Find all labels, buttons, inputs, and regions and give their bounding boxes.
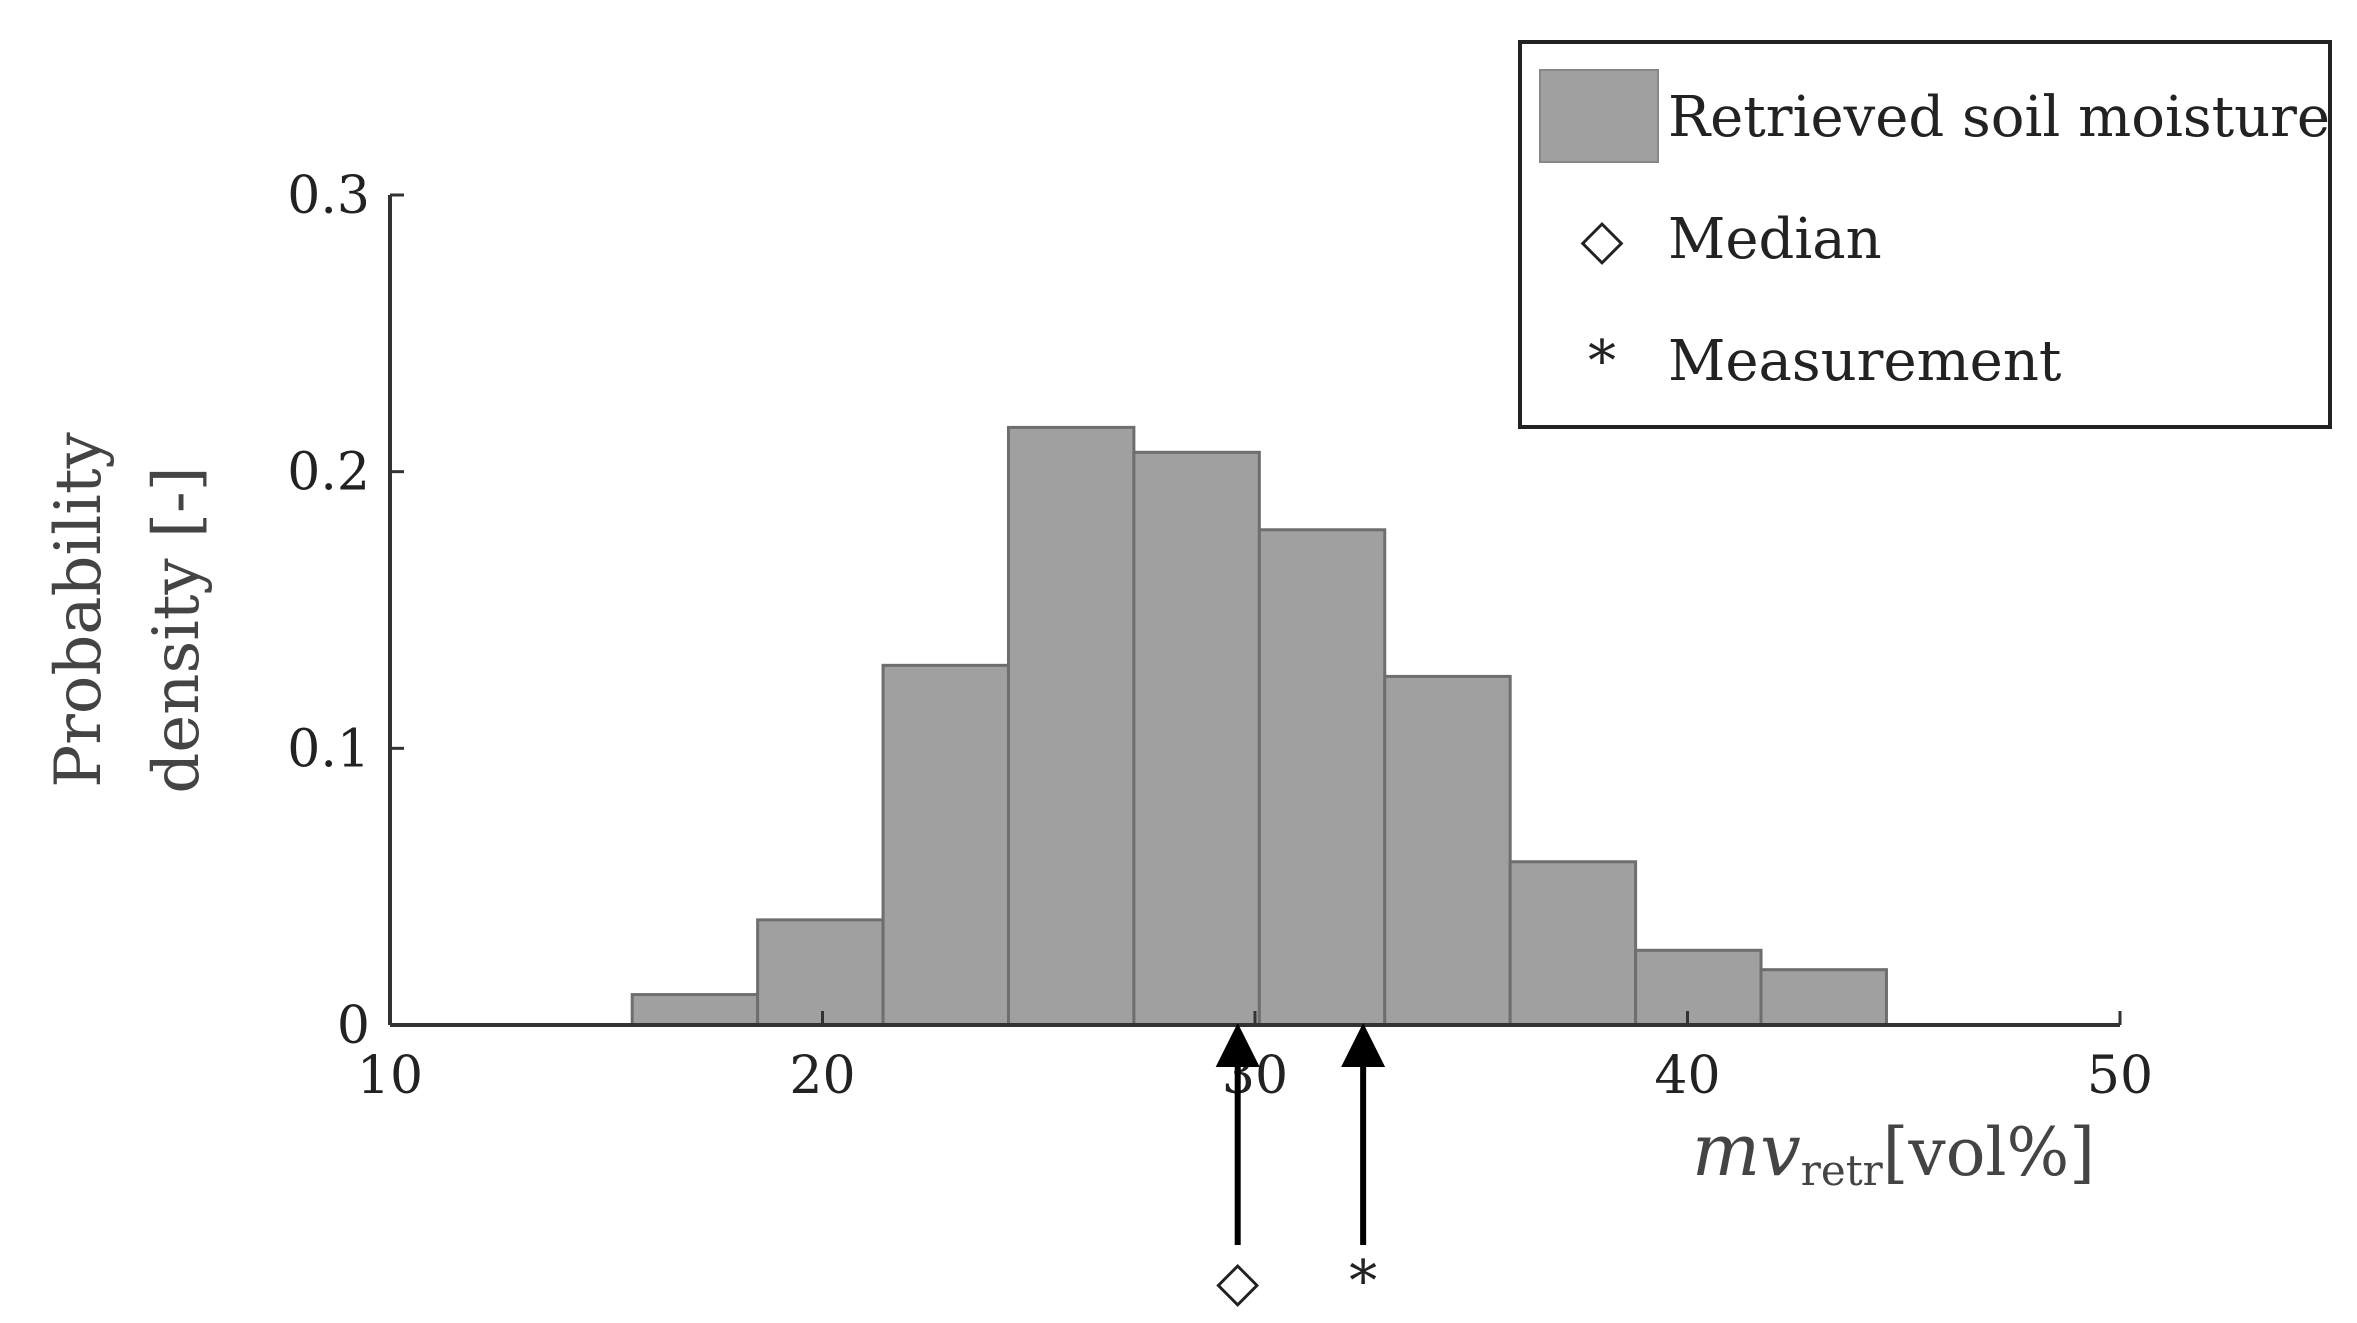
marker-arrows: ◇ *: [1215, 1023, 1386, 1314]
legend: Retrieved soil moisture ◇ Median * Measu…: [1518, 40, 2332, 429]
histogram-bar-6: [1383, 674, 1512, 1027]
histogram-bar-2: [881, 663, 1010, 1027]
y-axis-title-line-2: density [-]: [140, 466, 214, 793]
legend-asterisk-icon: *: [1588, 329, 1616, 394]
histogram-bar-4: [1132, 450, 1261, 1027]
histogram-bar-7: [1508, 860, 1638, 1027]
measurement-symbol-icon: *: [1349, 1249, 1377, 1314]
legend-label-median: Median: [1668, 207, 1882, 272]
x-axis-title-main: mv: [1692, 1108, 1801, 1192]
y-ticks: 0 0.1 0.2 0.3: [287, 166, 404, 1056]
legend-label-retrieved: Retrieved soil moisture: [1668, 85, 2330, 150]
median-arrow-head: [1215, 1023, 1260, 1067]
measurement-arrow-head: [1341, 1023, 1386, 1067]
y-tick-label-0: 0: [337, 996, 370, 1056]
x-axis-title: mvretr[vol%]: [1692, 1108, 2095, 1195]
x-tick-label-4: 50: [2087, 1046, 2153, 1106]
y-tick-label-2: 0.2: [287, 443, 370, 503]
histogram-bar-3: [1006, 425, 1136, 1027]
histogram-bar-8: [1634, 948, 1763, 1027]
histogram-bar-9: [1759, 968, 1888, 1027]
histogram-bar-5: [1257, 528, 1387, 1027]
histogram-bar-0: [630, 993, 760, 1027]
legend-patch-retrieved: [1539, 69, 1659, 163]
histogram-bar-1: [756, 918, 885, 1027]
median-symbol-icon: ◇: [1216, 1249, 1259, 1314]
y-tick-label-1: 0.1: [287, 719, 370, 779]
histogram-bars: [630, 425, 1888, 1027]
x-axis-title-unit: [vol%]: [1883, 1114, 2095, 1191]
legend-diamond-icon: ◇: [1580, 207, 1623, 272]
legend-label-measurement: Measurement: [1668, 329, 2062, 394]
x-axis-title-subscript: retr: [1801, 1146, 1884, 1195]
x-tick-label-0: 10: [357, 1046, 423, 1106]
y-axis-title-line-1: Probability: [42, 432, 116, 788]
x-tick-label-3: 40: [1654, 1046, 1720, 1106]
y-tick-label-3: 0.3: [287, 166, 370, 226]
y-axis-title: Probability density [-]: [42, 432, 214, 793]
x-tick-label-1: 20: [789, 1046, 855, 1106]
